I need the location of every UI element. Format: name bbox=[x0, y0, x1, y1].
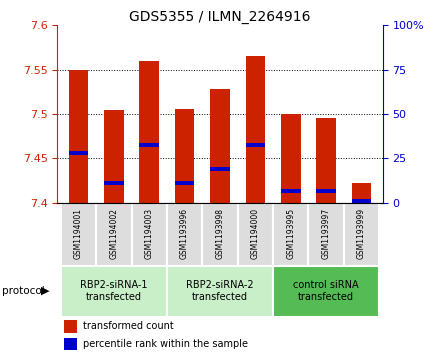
Bar bbox=[175, 109, 194, 203]
Bar bbox=[175, 181, 194, 185]
Text: control siRNA
transfected: control siRNA transfected bbox=[293, 280, 359, 302]
Bar bbox=[64, 320, 77, 333]
Text: GSM1193998: GSM1193998 bbox=[216, 208, 224, 258]
Bar bbox=[132, 203, 167, 265]
Text: GSM1193995: GSM1193995 bbox=[286, 208, 295, 259]
Bar bbox=[61, 203, 96, 265]
Text: GSM1194001: GSM1194001 bbox=[74, 208, 83, 258]
Bar bbox=[167, 203, 202, 265]
Bar bbox=[96, 203, 132, 265]
Text: GSM1193997: GSM1193997 bbox=[322, 208, 331, 259]
Bar bbox=[69, 151, 88, 155]
Bar bbox=[210, 167, 230, 171]
Bar bbox=[139, 143, 159, 147]
Text: GSM1194002: GSM1194002 bbox=[109, 208, 118, 258]
Bar bbox=[344, 203, 379, 265]
Bar bbox=[273, 203, 308, 265]
Bar bbox=[281, 189, 301, 193]
Text: GSM1194003: GSM1194003 bbox=[145, 208, 154, 259]
Text: RBP2-siRNA-2
transfected: RBP2-siRNA-2 transfected bbox=[186, 280, 254, 302]
Bar bbox=[352, 183, 371, 203]
Text: RBP2-siRNA-1
transfected: RBP2-siRNA-1 transfected bbox=[80, 280, 147, 302]
Bar bbox=[202, 203, 238, 265]
Text: GSM1193999: GSM1193999 bbox=[357, 208, 366, 259]
Text: GSM1194000: GSM1194000 bbox=[251, 208, 260, 259]
Text: transformed count: transformed count bbox=[83, 321, 174, 331]
Bar bbox=[167, 265, 273, 317]
Bar bbox=[316, 118, 336, 203]
Bar bbox=[64, 338, 77, 350]
Bar bbox=[246, 143, 265, 147]
Bar bbox=[210, 89, 230, 203]
Bar bbox=[308, 203, 344, 265]
Bar bbox=[352, 199, 371, 203]
Text: ▶: ▶ bbox=[40, 286, 49, 296]
Bar bbox=[273, 265, 379, 317]
Bar bbox=[61, 265, 167, 317]
Bar bbox=[139, 61, 159, 203]
Bar bbox=[316, 189, 336, 193]
Bar bbox=[104, 110, 124, 203]
Bar bbox=[238, 203, 273, 265]
Bar bbox=[69, 70, 88, 203]
Text: percentile rank within the sample: percentile rank within the sample bbox=[83, 339, 248, 349]
Text: GSM1193996: GSM1193996 bbox=[180, 208, 189, 259]
Bar bbox=[246, 56, 265, 203]
Text: protocol: protocol bbox=[2, 286, 45, 296]
Title: GDS5355 / ILMN_2264916: GDS5355 / ILMN_2264916 bbox=[129, 11, 311, 24]
Bar bbox=[281, 114, 301, 203]
Bar bbox=[104, 181, 124, 185]
